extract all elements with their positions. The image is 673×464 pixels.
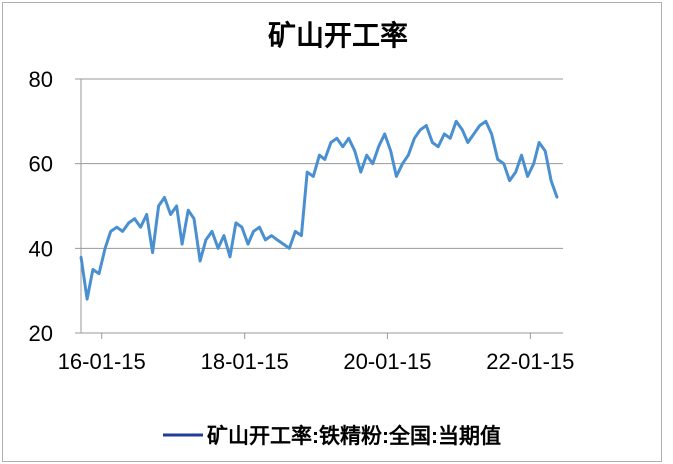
x-tick-label: 20-01-15 <box>343 349 431 374</box>
chart-frame: 矿山开工率 20 40 60 80 16-01-15 18-01-15 20-01-15 2… <box>2 2 662 462</box>
x-tick-label: 18-01-15 <box>201 349 289 374</box>
data-point <box>508 179 511 182</box>
data-point <box>85 297 89 301</box>
y-tick-label: 60 <box>29 152 53 177</box>
data-point <box>455 120 458 123</box>
data-point <box>496 158 499 161</box>
data-point <box>443 132 446 136</box>
data-point <box>300 234 303 237</box>
data-point <box>359 170 362 174</box>
chart-canvas: 矿山开工率 20 40 60 80 16-01-15 18-01-15 20-01-15 2… <box>29 19 575 448</box>
data-point <box>103 247 107 250</box>
data-point <box>549 179 553 182</box>
data-point <box>353 149 356 153</box>
data-point <box>347 137 350 140</box>
data-point <box>127 221 130 225</box>
data-point <box>425 124 428 127</box>
data-point <box>288 247 291 250</box>
data-point <box>216 247 220 250</box>
data-point <box>109 230 112 233</box>
data-point <box>484 120 487 123</box>
y-axis: 20 40 60 80 <box>29 67 82 346</box>
data-point <box>180 242 184 246</box>
data-point <box>145 213 148 216</box>
data-point <box>526 175 529 178</box>
chart-title: 矿山开工率 <box>268 19 408 51</box>
data-point <box>139 226 142 229</box>
y-tick-label: 20 <box>29 321 53 346</box>
x-tick-label: 16-01-15 <box>58 349 146 374</box>
data-point <box>520 154 523 157</box>
data-point <box>121 230 124 233</box>
data-point <box>329 141 333 144</box>
data-point <box>240 226 244 229</box>
data-point <box>252 230 255 233</box>
data-point <box>490 132 493 136</box>
data-point <box>466 141 469 144</box>
data-point <box>371 162 374 165</box>
data-point <box>383 132 386 136</box>
y-tick-label: 40 <box>29 236 53 261</box>
data-point <box>163 196 166 199</box>
data-point <box>449 137 452 140</box>
data-point <box>335 137 338 140</box>
data-point <box>270 234 273 237</box>
data-point <box>437 145 440 148</box>
data-point <box>175 204 178 208</box>
data-point <box>431 141 434 144</box>
data-point <box>234 221 238 225</box>
data-point <box>544 149 547 153</box>
data-point <box>312 175 315 178</box>
data-point <box>306 170 309 174</box>
data-point <box>115 226 119 229</box>
data-point <box>514 170 517 174</box>
data-point <box>537 141 541 144</box>
data-point <box>187 209 190 212</box>
data-point <box>502 162 505 165</box>
x-tick-label: 22-01-15 <box>486 349 574 374</box>
data-point <box>365 154 368 157</box>
data-point <box>395 175 398 178</box>
data-point <box>79 255 83 258</box>
data-point <box>228 255 232 258</box>
data-point <box>97 272 101 275</box>
grid-lines <box>75 78 563 334</box>
data-point <box>478 124 481 127</box>
data-point <box>472 132 475 136</box>
y-tick-label: 80 <box>29 67 53 92</box>
data-point <box>151 251 154 254</box>
data-point <box>204 238 208 242</box>
data-point <box>264 238 267 242</box>
data-point <box>222 234 226 237</box>
data-point <box>169 213 172 216</box>
data-point <box>419 128 422 131</box>
data-point <box>294 230 297 233</box>
x-axis: 16-01-15 18-01-15 20-01-15 22-01-15 <box>58 333 574 374</box>
data-point <box>341 145 344 148</box>
data-point <box>276 238 279 242</box>
data-point <box>282 242 285 246</box>
series-line <box>79 119 559 301</box>
legend-label: 矿山开工率:铁精粉:全国:当期值 <box>207 424 501 448</box>
plot-area <box>79 119 559 301</box>
legend: 矿山开工率:铁精粉:全国:当期值 <box>163 424 501 448</box>
data-point <box>91 268 95 271</box>
data-point <box>198 259 202 263</box>
data-point <box>532 162 535 165</box>
data-point <box>157 204 160 208</box>
data-point <box>258 226 261 229</box>
data-point <box>210 230 214 233</box>
data-point <box>323 158 326 161</box>
data-point <box>133 217 136 220</box>
data-point <box>401 162 404 165</box>
data-point <box>407 154 410 157</box>
data-point <box>555 196 559 199</box>
data-point <box>389 149 392 153</box>
data-point <box>192 217 196 220</box>
data-point <box>377 145 380 148</box>
data-point <box>318 154 321 157</box>
data-point <box>246 242 250 246</box>
data-point <box>413 137 416 140</box>
data-point <box>461 128 464 131</box>
